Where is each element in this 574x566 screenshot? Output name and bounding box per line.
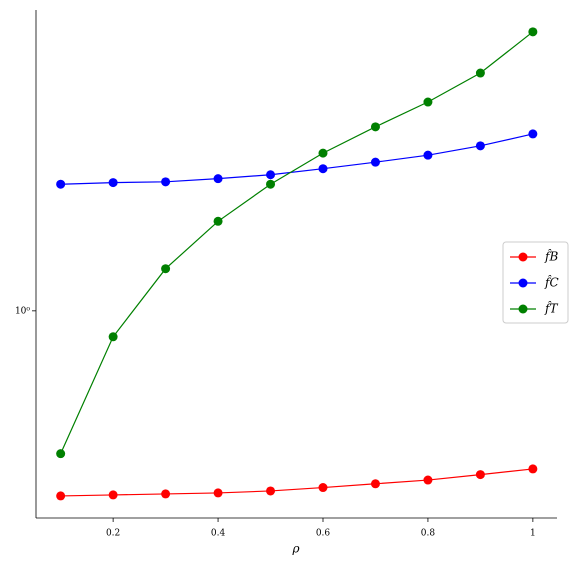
- point: [56, 179, 66, 189]
- point: [370, 479, 380, 489]
- legend-marker: [518, 252, 528, 262]
- point: [266, 170, 276, 180]
- point: [56, 449, 66, 459]
- x-tick-label: 0.4: [211, 529, 226, 539]
- series-line: [60, 133, 533, 185]
- series-line: [60, 31, 534, 454]
- point: [423, 475, 433, 485]
- point: [56, 491, 66, 501]
- legend-label: f̂C: [544, 274, 559, 290]
- point: [318, 164, 328, 174]
- point: [161, 177, 171, 187]
- point: [318, 148, 328, 158]
- point: [423, 150, 433, 160]
- point: [108, 332, 118, 342]
- y-tick-label: 10⁰: [15, 306, 30, 316]
- legend: f̂B f̂C f̂T: [502, 241, 569, 324]
- point: [266, 486, 276, 496]
- point: [528, 129, 538, 139]
- point: [108, 490, 118, 500]
- point: [475, 470, 485, 480]
- series-line: [60, 468, 533, 497]
- legend-marker: [518, 278, 528, 288]
- point: [528, 27, 538, 37]
- x-tick-label: 1: [530, 529, 536, 539]
- point: [370, 122, 380, 132]
- point: [475, 68, 485, 78]
- point: [161, 264, 171, 274]
- legend-label: f̂T: [544, 300, 558, 316]
- point: [108, 178, 118, 188]
- x-tick-label: 0.8: [421, 529, 436, 539]
- legend-marker: [518, 304, 528, 314]
- point: [528, 464, 538, 474]
- point: [213, 488, 223, 498]
- x-tick-label: 0.2: [106, 529, 120, 539]
- point: [161, 489, 171, 499]
- point: [475, 141, 485, 151]
- point: [423, 97, 433, 107]
- x-tick-label: 0.6: [316, 529, 331, 539]
- point: [213, 216, 223, 226]
- point: [318, 483, 328, 493]
- x-axis-label: ρ: [291, 542, 299, 556]
- point: [370, 157, 380, 167]
- point: [213, 174, 223, 184]
- legend-label: f̂B: [544, 248, 558, 264]
- point: [266, 179, 276, 189]
